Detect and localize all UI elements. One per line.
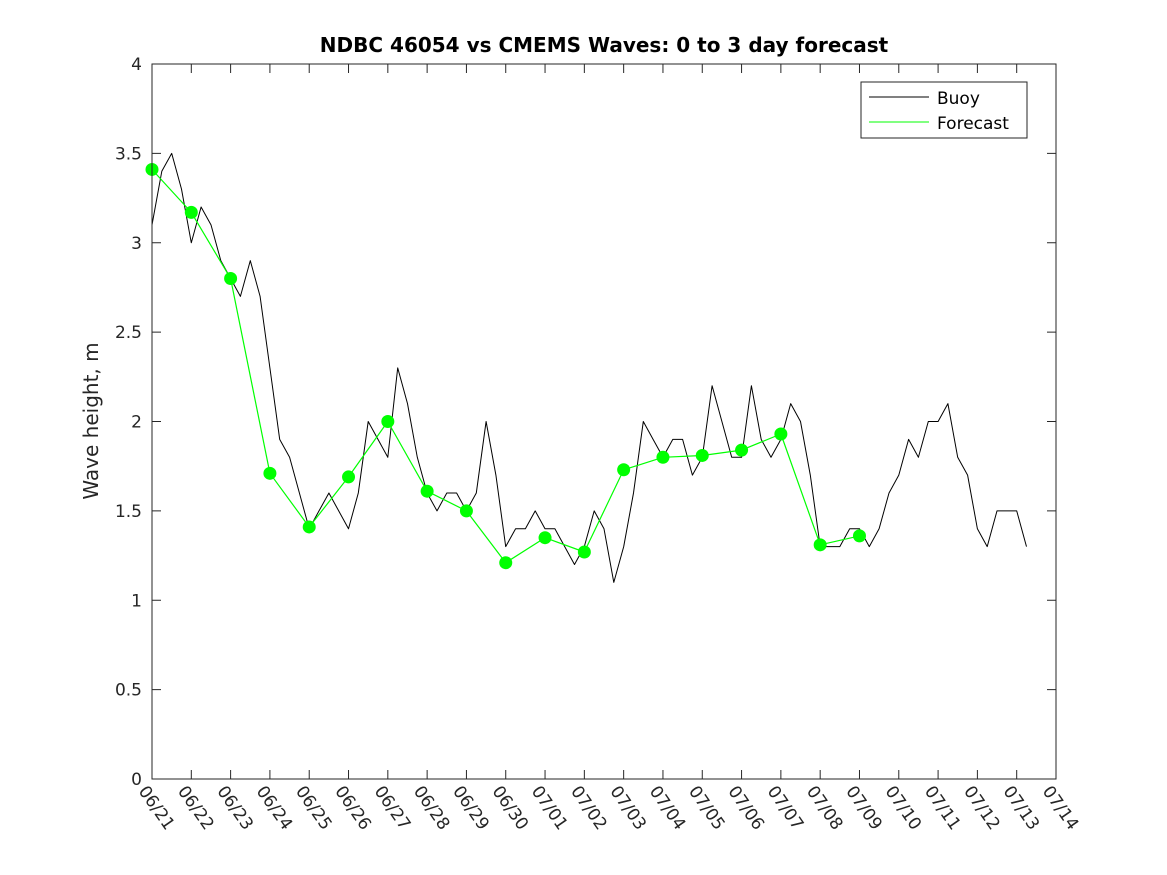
forecast-point	[656, 450, 670, 464]
y-tick-label: 3.5	[115, 144, 142, 164]
forecast-point	[224, 272, 238, 285]
y-tick-label: 0.5	[115, 681, 142, 701]
y-tick-label: 0	[131, 770, 142, 790]
forecast-point	[695, 448, 709, 462]
buoy-series-line	[151, 152, 1027, 583]
forecast-point	[499, 556, 513, 570]
legend-label-buoy: Buoy	[937, 89, 980, 109]
y-tick-label: 2.5	[115, 323, 142, 343]
forecast-point	[774, 427, 788, 441]
legend-label-forecast: Forecast	[937, 114, 1009, 134]
forecast-point	[852, 529, 866, 543]
forecast-point	[302, 520, 316, 534]
forecast-point	[184, 205, 198, 219]
forecast-point	[577, 545, 591, 559]
y-tick-label: 1.5	[115, 502, 142, 522]
y-tick-label: 1	[131, 591, 142, 611]
y-axis-label: Wave height, m	[79, 342, 103, 499]
y-tick-label: 3	[131, 234, 142, 254]
y-tick-label: 2	[131, 413, 142, 433]
forecast-point	[617, 463, 631, 477]
forecast-point	[538, 531, 552, 545]
forecast-point	[420, 484, 434, 498]
legend: Buoy Forecast	[860, 81, 1028, 139]
forecast-point	[263, 466, 277, 480]
legend-box	[860, 81, 1028, 139]
forecast-point	[459, 504, 473, 518]
forecast-point	[342, 470, 356, 484]
forecast-point	[381, 415, 395, 428]
chart-title: NDBC 46054 vs CMEMS Waves: 0 to 3 day fo…	[320, 33, 889, 57]
y-tick-label: 4	[131, 55, 142, 75]
forecast-point	[735, 443, 749, 457]
forecast-point	[813, 538, 827, 552]
